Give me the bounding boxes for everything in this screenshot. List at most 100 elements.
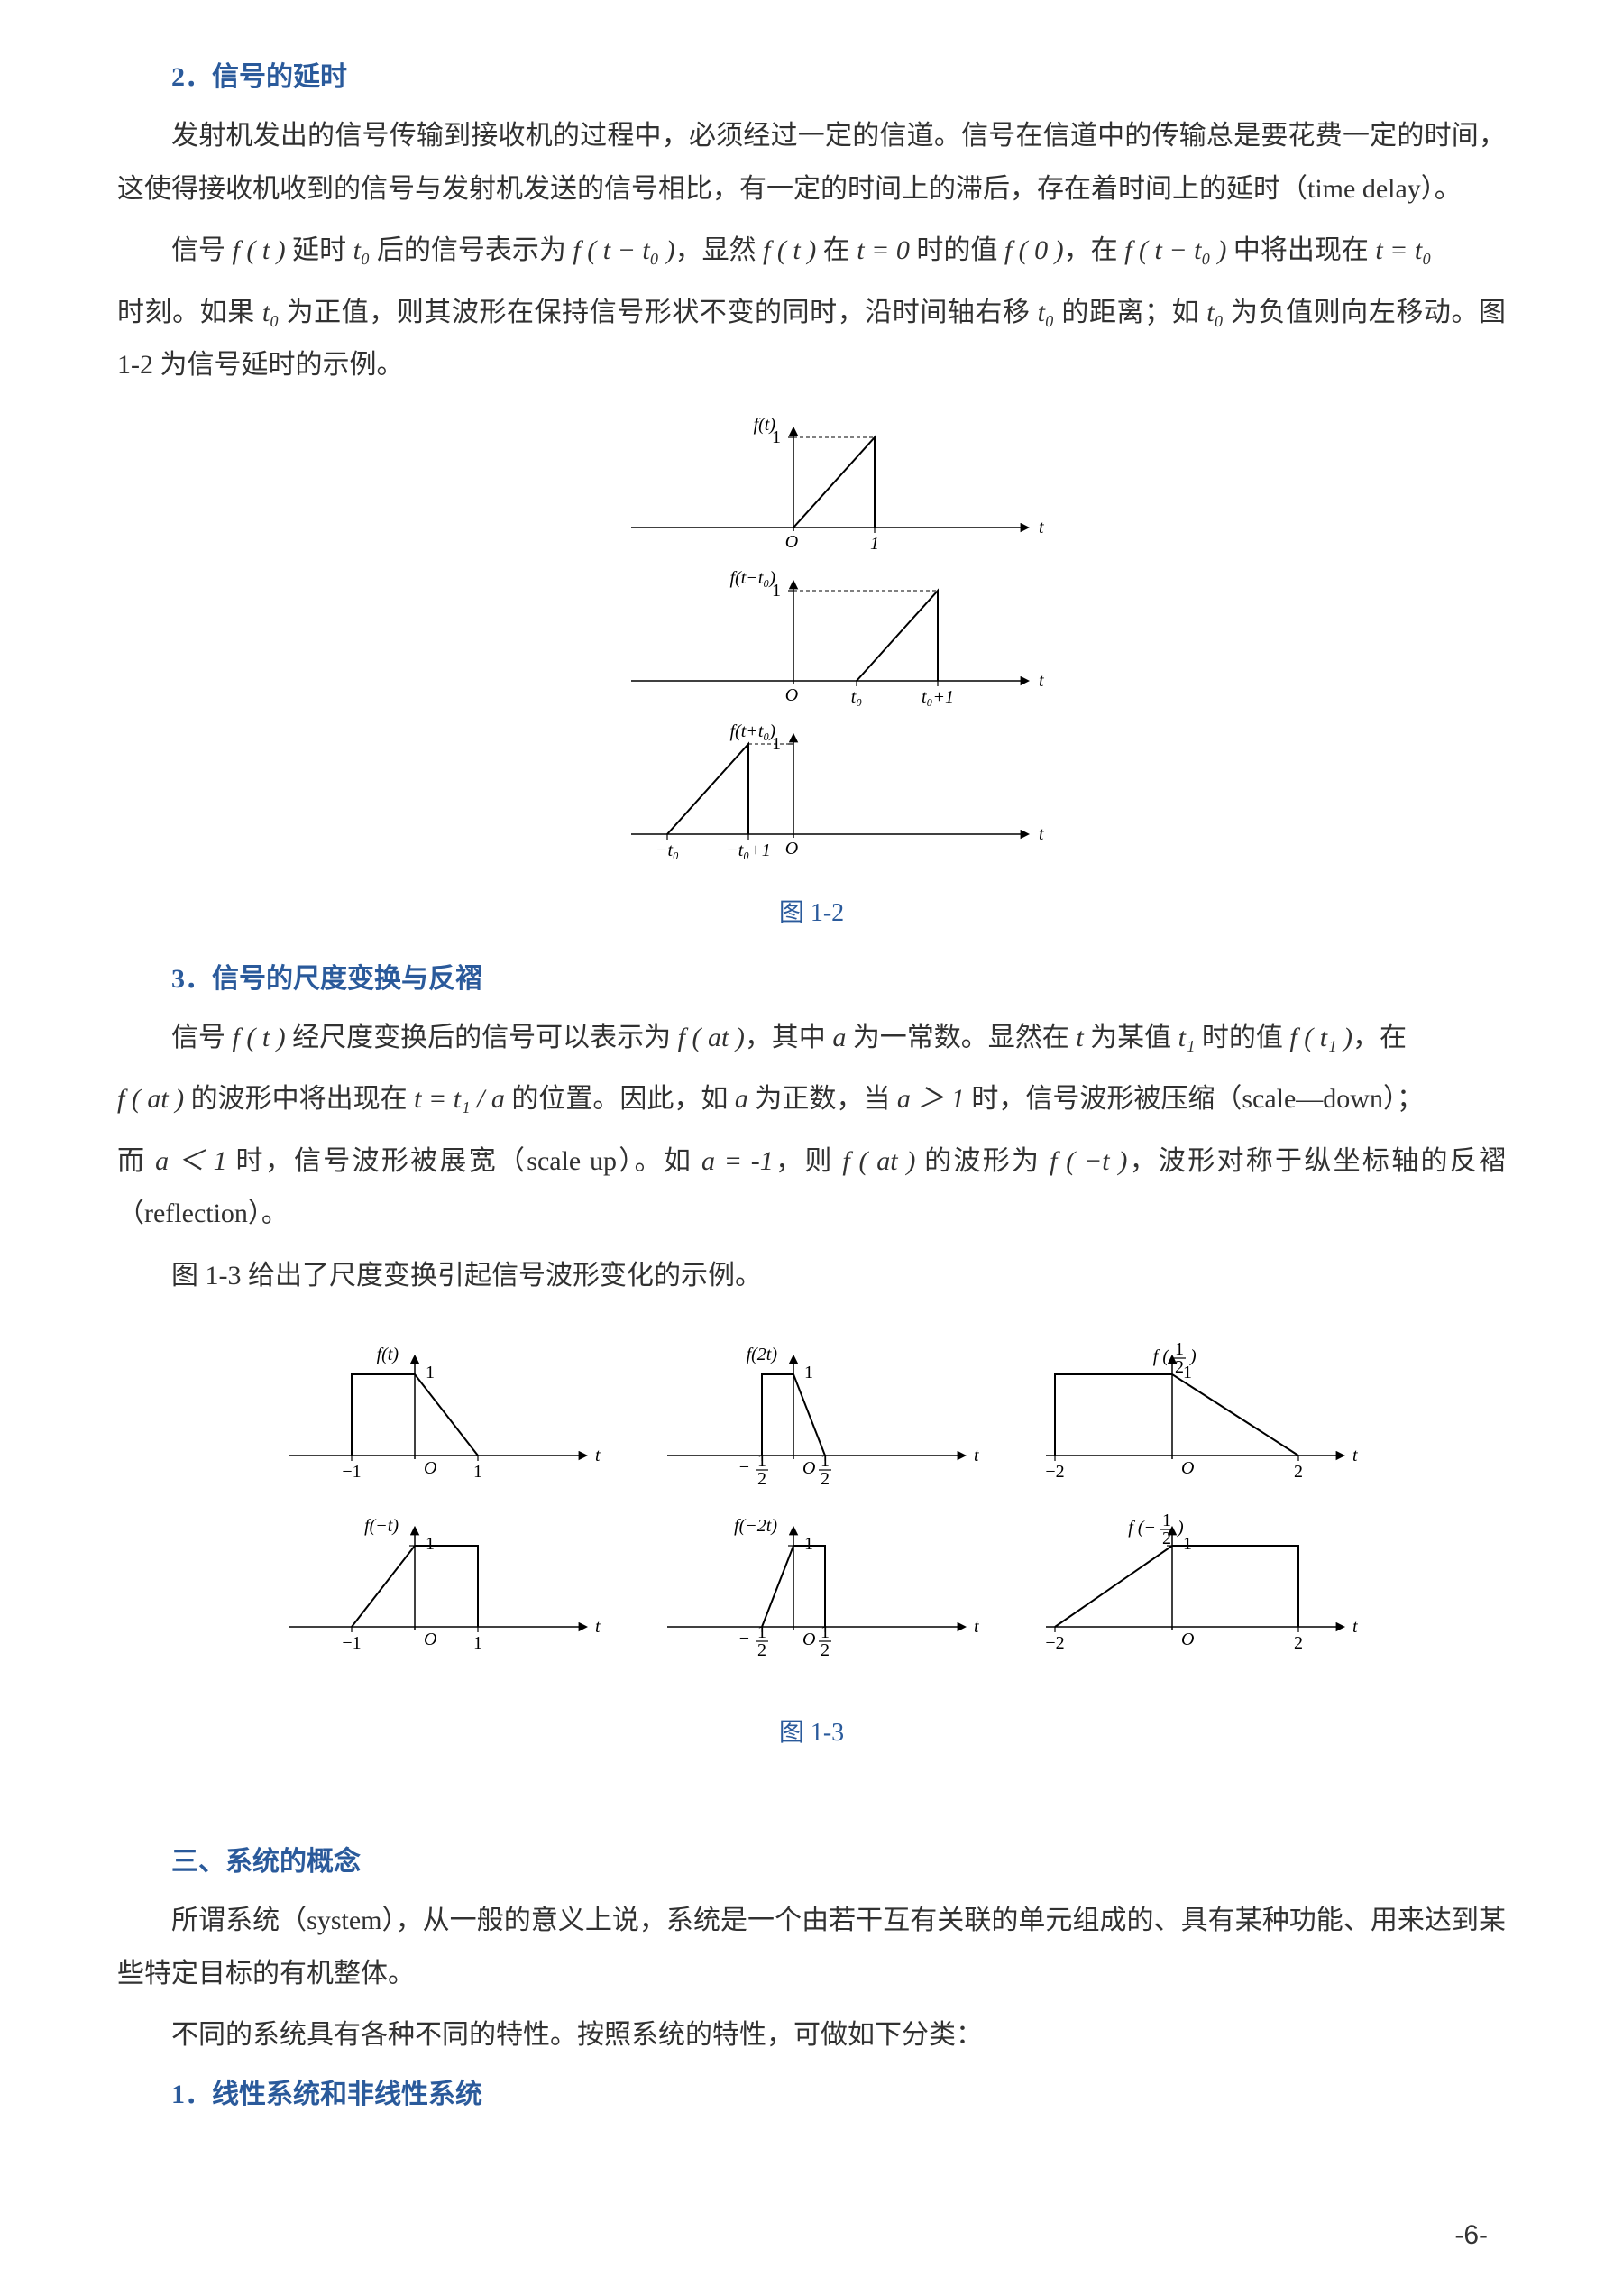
svg-text:t: t <box>595 1446 601 1465</box>
svg-text:t: t <box>1039 824 1044 844</box>
t: ，在 <box>1064 235 1125 265</box>
t: 时的值 <box>910 235 1004 265</box>
fig12-caption: 图 1-2 <box>117 893 1506 929</box>
sec3-p1: 信号 f ( t ) 经尺度变换后的信号可以表示为 f ( at )，其中 a … <box>117 1012 1506 1065</box>
svg-text:O: O <box>424 1630 436 1649</box>
figure-1-2: 1Otf(t)11Otf(t−t₀)t₀t₀+11Otf(t+t₀)−t₀−t₀… <box>117 410 1506 884</box>
svg-text:O: O <box>785 532 798 552</box>
svg-text:−1: −1 <box>342 1462 361 1482</box>
t: 的波形为 <box>915 1146 1050 1176</box>
svg-text:f (−: f (− <box>1128 1518 1156 1538</box>
m: a ＜ 1 <box>155 1146 227 1176</box>
svg-text:t₀+1: t₀+1 <box>922 687 954 707</box>
t: 时刻。如果 <box>117 298 262 327</box>
m: t₀ <box>262 298 280 327</box>
sys-p1: 所谓系统（system），从一般的意义上说，系统是一个由若干互有关联的单元组成的… <box>117 1895 1506 2000</box>
t: ，则 <box>774 1146 843 1176</box>
svg-text:1: 1 <box>1175 1339 1184 1359</box>
svg-text:2: 2 <box>757 1469 766 1489</box>
svg-text:f (: f ( <box>1153 1346 1170 1366</box>
t: 时，信号波形被展宽（scale up）。如 <box>227 1146 701 1176</box>
m: t <box>1076 1023 1083 1052</box>
m: t = t₀ <box>1375 235 1431 265</box>
heading-sys: 三、系统的概念 <box>171 1839 1506 1878</box>
t: 信号 <box>171 1023 233 1052</box>
m: f ( t ) <box>763 235 816 265</box>
t: ，显然 <box>675 235 764 265</box>
svg-text:f(t): f(t) <box>377 1345 399 1364</box>
svg-text:−t₀: −t₀ <box>656 840 679 860</box>
m: t₀ <box>353 235 371 265</box>
svg-text:2: 2 <box>1175 1357 1184 1377</box>
svg-text:2: 2 <box>1294 1633 1303 1653</box>
svg-text:2: 2 <box>757 1640 766 1660</box>
svg-text:t: t <box>595 1617 601 1637</box>
svg-text:O: O <box>1181 1630 1194 1649</box>
svg-text:2: 2 <box>1162 1529 1171 1548</box>
svg-text:−t₀+1: −t₀+1 <box>726 840 771 860</box>
t: 信号 <box>171 235 233 265</box>
svg-text:f(−t): f(−t) <box>364 1516 399 1536</box>
sec2-p3: 时刻。如果 t₀ 为正值，则其波形在保持信号形状不变的同时，沿时间轴右移 t₀ … <box>117 287 1506 392</box>
svg-text:1: 1 <box>870 534 879 554</box>
t: 为正数，当 <box>748 1084 897 1114</box>
heading-sec3: 3．信号的尺度变换与反褶 <box>171 956 1506 996</box>
t: 延时 <box>286 235 353 265</box>
fig13-caption: 图 1-3 <box>117 1713 1506 1749</box>
svg-text:−: − <box>739 1629 749 1649</box>
svg-text:O: O <box>424 1458 436 1478</box>
svg-text:O: O <box>802 1630 815 1649</box>
m: a = -1 <box>701 1146 774 1176</box>
svg-text:1: 1 <box>757 1451 766 1471</box>
svg-text:1: 1 <box>1183 1534 1192 1554</box>
svg-text:t: t <box>1039 671 1044 691</box>
m: f ( −t ) <box>1050 1146 1127 1176</box>
m: f ( at ) <box>678 1023 745 1052</box>
m: f ( t − t₀ ) <box>573 235 674 265</box>
svg-text:1: 1 <box>1162 1511 1171 1530</box>
m: f ( at ) <box>117 1084 184 1114</box>
svg-text:f(2t): f(2t) <box>747 1345 778 1364</box>
sec3-p4: 图 1-3 给出了尺度变换引起信号波形变化的示例。 <box>117 1250 1506 1303</box>
svg-text:): ) <box>1177 1518 1184 1538</box>
svg-text:O: O <box>802 1458 815 1478</box>
t: 时的值 <box>1195 1023 1289 1052</box>
sec2-p1: 发射机发出的信号传输到接收机的过程中，必须经过一定的信道。信号在信道中的传输总是… <box>117 110 1506 216</box>
svg-text:): ) <box>1189 1346 1197 1366</box>
svg-text:f(t+t₀): f(t+t₀) <box>730 721 776 741</box>
svg-text:1: 1 <box>473 1633 482 1653</box>
sys-p2: 不同的系统具有各种不同的特性。按照系统的特性，可做如下分类： <box>117 2009 1506 2062</box>
svg-text:1: 1 <box>821 1451 830 1471</box>
m: t₁ <box>1178 1023 1196 1052</box>
fig13-svg: 1Otf(t)−111Otf(2t)−12121Otf (12)−221Otf(… <box>225 1320 1398 1699</box>
svg-text:t₀: t₀ <box>851 687 863 707</box>
m: f ( t ) <box>233 1023 286 1052</box>
t: 时，信号波形被压缩（scale—down）； <box>965 1084 1424 1114</box>
t: 而 <box>117 1146 155 1176</box>
svg-text:2: 2 <box>1294 1462 1303 1482</box>
t: 后的信号表示为 <box>370 235 573 265</box>
t: ，在 <box>1352 1023 1407 1052</box>
svg-text:t: t <box>1352 1446 1358 1465</box>
svg-text:1: 1 <box>804 1363 813 1382</box>
t: 的位置。因此，如 <box>505 1084 735 1114</box>
page: 2．信号的延时 发射机发出的信号传输到接收机的过程中，必须经过一定的信道。信号在… <box>0 0 1623 2296</box>
figure-1-3: 1Otf(t)−111Otf(2t)−12121Otf (12)−221Otf(… <box>117 1320 1506 1704</box>
t: 经尺度变换后的信号可以表示为 <box>286 1023 678 1052</box>
svg-text:−2: −2 <box>1045 1633 1064 1653</box>
page-number: -6- <box>1454 2220 1488 2251</box>
svg-text:O: O <box>785 839 798 859</box>
svg-text:f(t−t₀): f(t−t₀) <box>730 568 776 588</box>
t: 为某值 <box>1084 1023 1178 1052</box>
sec2-p2: 信号 f ( t ) 延时 t₀ 后的信号表示为 f ( t − t₀ )，显然… <box>117 225 1506 278</box>
m: t₀ <box>1038 298 1055 327</box>
svg-text:O: O <box>1181 1458 1194 1478</box>
svg-text:t: t <box>974 1446 979 1465</box>
svg-text:1: 1 <box>821 1622 830 1642</box>
svg-text:1: 1 <box>473 1462 482 1482</box>
m: t₀ <box>1206 298 1224 327</box>
m: f ( t ) <box>233 235 286 265</box>
m: t = 0 <box>857 235 910 265</box>
svg-text:t: t <box>974 1617 979 1637</box>
svg-text:2: 2 <box>821 1640 830 1660</box>
